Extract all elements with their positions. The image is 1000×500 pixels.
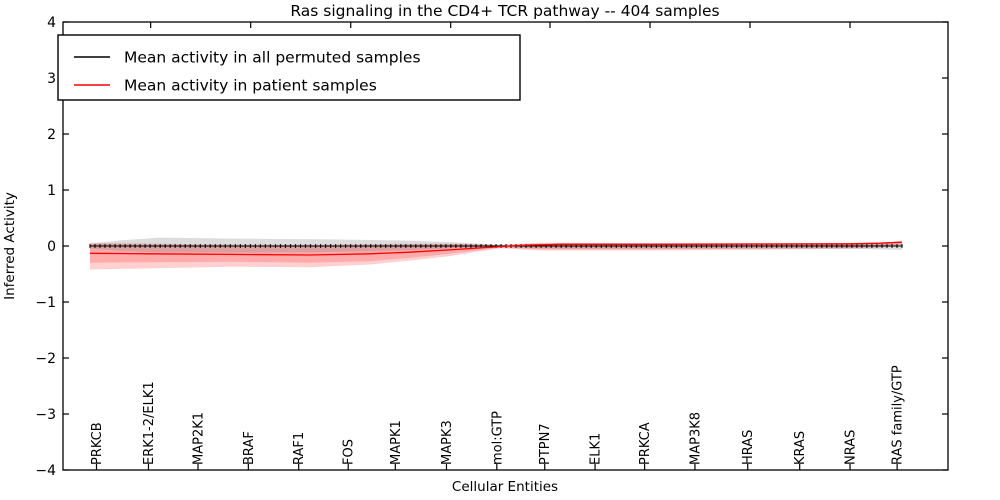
x-tick-label: mol:GTP [490, 411, 505, 465]
band-patient-samples-range-inner [90, 241, 902, 263]
y-tick-label: −1 [35, 295, 56, 311]
x-tick-label: BRAF [242, 431, 257, 465]
y-tick-labels: 4 3 2 1 0 −1 −2 −3 −4 [35, 15, 56, 479]
band-patient-samples-range-outer [90, 240, 902, 270]
legend-label-patient: Mean activity in patient samples [124, 77, 377, 95]
bands-layer [90, 237, 902, 270]
y-axis-label: Inferred Activity [2, 192, 18, 300]
series-layer [89, 241, 903, 256]
y-tick-label: −4 [35, 463, 56, 479]
x-tick-label: PTPN7 [538, 423, 553, 465]
x-tick-label: KRAS [793, 431, 808, 465]
x-tick-label: RAS family/GTP [891, 365, 906, 465]
x-axis-label: Cellular Entities [452, 479, 558, 495]
x-tick-label: ERK1-2/ELK1 [142, 381, 157, 465]
legend-label-permuted: Mean activity in all permuted samples [124, 49, 421, 67]
x-tick-label: MAPK3 [440, 420, 455, 465]
y-tick-label: 0 [47, 239, 56, 255]
x-tick-label: RAF1 [292, 432, 307, 465]
legend-box [57, 34, 521, 101]
x-tick-label: NRAS [844, 430, 859, 465]
x-tick-label: PRKCB [90, 422, 105, 465]
x-tick-label: MAPK1 [389, 420, 404, 465]
series-line-1 [89, 241, 903, 256]
legend: Mean activity in all permuted samples Me… [57, 34, 521, 101]
x-tick-label: ELK1 [589, 433, 604, 465]
y-tick-label: −3 [35, 407, 56, 423]
x-tick-label: PRKCA [638, 422, 653, 465]
x-tick-label: MAP3K8 [688, 412, 703, 465]
y-tick-label: 1 [47, 183, 56, 199]
x-tick-label: FOS [342, 439, 357, 465]
x-tick-label: MAP2K1 [192, 412, 207, 465]
y-tick-label: 3 [47, 71, 56, 87]
y-tick-label: −2 [35, 351, 56, 367]
x-tick-labels: PRKCB ERK1-2/ELK1 MAP2K1 BRAF RAF1 FOS MAPK1 MA… [90, 365, 906, 465]
y-tick-label: 4 [47, 15, 56, 31]
y-tick-label: 2 [47, 127, 56, 143]
plot-frame [62, 21, 949, 471]
chart-title: Ras signaling in the CD4+ TCR pathway --… [290, 2, 719, 20]
x-tick-label: HRAS [741, 430, 756, 465]
